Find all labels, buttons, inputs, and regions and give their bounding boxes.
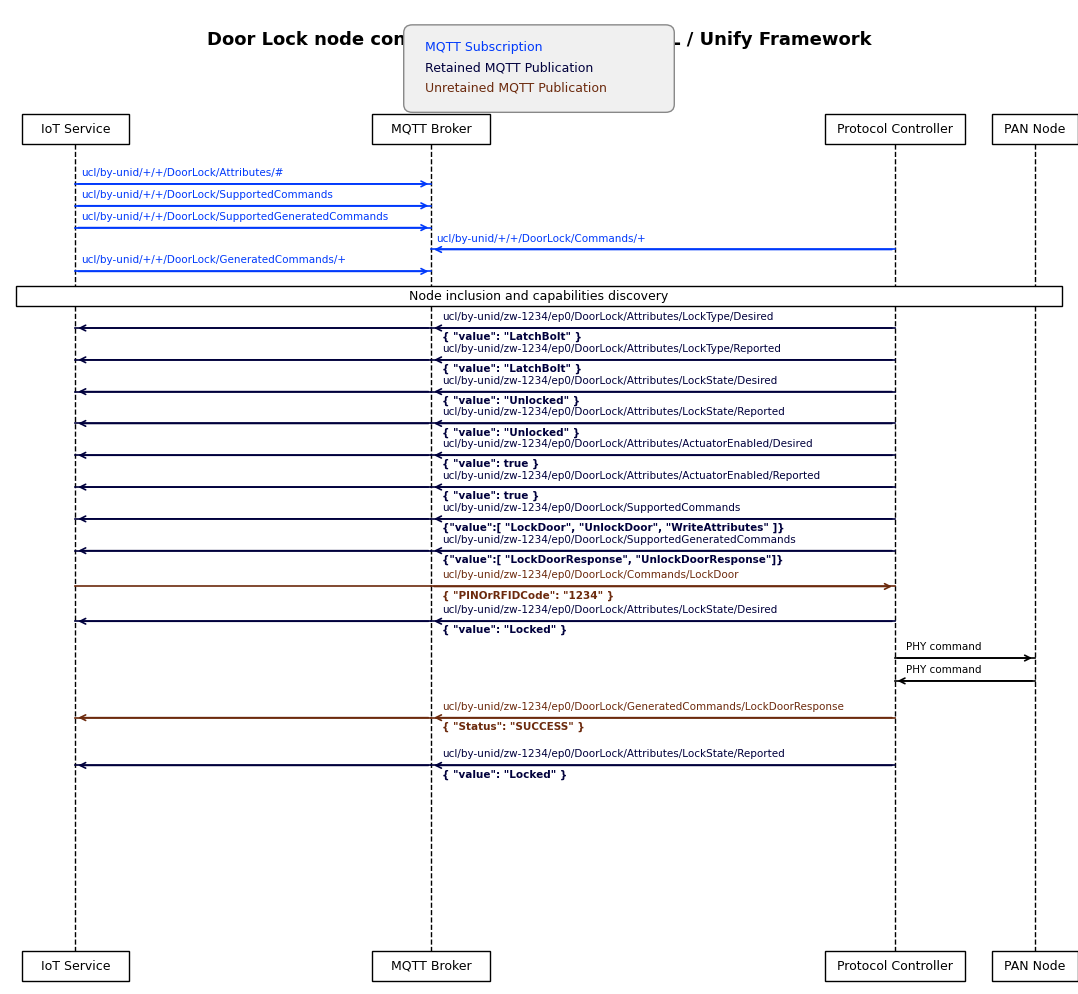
Text: ucl/by-unid/zw-1234/ep0/DoorLock/Attributes/LockType/Reported: ucl/by-unid/zw-1234/ep0/DoorLock/Attribu…: [442, 344, 780, 354]
Bar: [992, 114, 1078, 144]
Text: ucl/by-unid/+/+/DoorLock/SupportedGeneratedCommands: ucl/by-unid/+/+/DoorLock/SupportedGenera…: [81, 212, 388, 222]
Text: MQTT Subscription: MQTT Subscription: [425, 41, 542, 54]
Text: Protocol Controller: Protocol Controller: [837, 122, 953, 136]
Bar: [825, 951, 965, 981]
Text: IoT Service: IoT Service: [41, 959, 110, 973]
Text: Unretained MQTT Publication: Unretained MQTT Publication: [425, 82, 607, 94]
Text: MQTT Broker: MQTT Broker: [391, 959, 471, 973]
Text: { "value": true }: { "value": true }: [442, 459, 539, 469]
Text: { "value": "Locked" }: { "value": "Locked" }: [442, 625, 567, 635]
Bar: [825, 114, 965, 144]
Text: PHY command: PHY command: [906, 642, 981, 652]
Text: PHY command: PHY command: [906, 665, 981, 675]
Text: ucl/by-unid/zw-1234/ep0/DoorLock/GeneratedCommands/LockDoorResponse: ucl/by-unid/zw-1234/ep0/DoorLock/Generat…: [442, 702, 844, 712]
Text: PAN Node: PAN Node: [1005, 959, 1065, 973]
Text: Protocol Controller: Protocol Controller: [837, 959, 953, 973]
Text: { "value": "Locked" }: { "value": "Locked" }: [442, 769, 567, 779]
Text: PAN Node: PAN Node: [1005, 122, 1065, 136]
Text: Door Lock node control example using the UCL / Unify Framework: Door Lock node control example using the…: [207, 31, 871, 49]
Text: ucl/by-unid/zw-1234/ep0/DoorLock/Attributes/ActuatorEnabled/Desired: ucl/by-unid/zw-1234/ep0/DoorLock/Attribu…: [442, 439, 813, 449]
Text: ucl/by-unid/zw-1234/ep0/DoorLock/Attributes/ActuatorEnabled/Reported: ucl/by-unid/zw-1234/ep0/DoorLock/Attribu…: [442, 471, 820, 481]
Bar: [22, 114, 129, 144]
Text: { "value": "Unlocked" }: { "value": "Unlocked" }: [442, 396, 580, 406]
Text: { "value": true }: { "value": true }: [442, 491, 539, 501]
Text: Node inclusion and capabilities discovery: Node inclusion and capabilities discover…: [410, 289, 668, 303]
Bar: [16, 286, 1062, 306]
Bar: [372, 951, 490, 981]
Text: ucl/by-unid/zw-1234/ep0/DoorLock/Commands/LockDoor: ucl/by-unid/zw-1234/ep0/DoorLock/Command…: [442, 571, 738, 580]
Text: {"value":[ "LockDoor", "UnlockDoor", "WriteAttributes" ]}: {"value":[ "LockDoor", "UnlockDoor", "Wr…: [442, 523, 785, 533]
Text: { "value": "Unlocked" }: { "value": "Unlocked" }: [442, 427, 580, 437]
Text: IoT Service: IoT Service: [41, 122, 110, 136]
Text: {"value":[ "LockDoorResponse", "UnlockDoorResponse"]}: {"value":[ "LockDoorResponse", "UnlockDo…: [442, 555, 784, 565]
Text: ucl/by-unid/zw-1234/ep0/DoorLock/SupportedCommands: ucl/by-unid/zw-1234/ep0/DoorLock/Support…: [442, 503, 741, 513]
Text: { "Status": "SUCCESS" }: { "Status": "SUCCESS" }: [442, 722, 584, 732]
Text: ucl/by-unid/zw-1234/ep0/DoorLock/Attributes/LockState/Reported: ucl/by-unid/zw-1234/ep0/DoorLock/Attribu…: [442, 408, 785, 417]
Text: { "value": "LatchBolt" }: { "value": "LatchBolt" }: [442, 364, 582, 374]
Text: ucl/by-unid/zw-1234/ep0/DoorLock/Attributes/LockType/Desired: ucl/by-unid/zw-1234/ep0/DoorLock/Attribu…: [442, 312, 773, 322]
Text: ucl/by-unid/+/+/DoorLock/SupportedCommands: ucl/by-unid/+/+/DoorLock/SupportedComman…: [81, 190, 333, 200]
Text: ucl/by-unid/zw-1234/ep0/DoorLock/Attributes/LockState/Desired: ucl/by-unid/zw-1234/ep0/DoorLock/Attribu…: [442, 376, 777, 386]
Bar: [992, 951, 1078, 981]
Bar: [22, 951, 129, 981]
FancyBboxPatch shape: [403, 25, 675, 112]
Text: ucl/by-unid/+/+/DoorLock/Attributes/#: ucl/by-unid/+/+/DoorLock/Attributes/#: [81, 168, 284, 178]
Text: { "value": "LatchBolt" }: { "value": "LatchBolt" }: [442, 332, 582, 342]
Text: ucl/by-unid/zw-1234/ep0/DoorLock/Attributes/LockState/Desired: ucl/by-unid/zw-1234/ep0/DoorLock/Attribu…: [442, 605, 777, 615]
Text: ucl/by-unid/zw-1234/ep0/DoorLock/Attributes/LockState/Reported: ucl/by-unid/zw-1234/ep0/DoorLock/Attribu…: [442, 749, 785, 759]
Bar: [372, 114, 490, 144]
Text: Retained MQTT Publication: Retained MQTT Publication: [425, 61, 594, 75]
Text: MQTT Broker: MQTT Broker: [391, 122, 471, 136]
Text: ucl/by-unid/+/+/DoorLock/Commands/+: ucl/by-unid/+/+/DoorLock/Commands/+: [437, 234, 646, 244]
Text: ucl/by-unid/zw-1234/ep0/DoorLock/SupportedGeneratedCommands: ucl/by-unid/zw-1234/ep0/DoorLock/Support…: [442, 535, 796, 545]
Text: ucl/by-unid/+/+/DoorLock/GeneratedCommands/+: ucl/by-unid/+/+/DoorLock/GeneratedComman…: [81, 255, 346, 265]
Text: { "PINOrRFIDCode": "1234" }: { "PINOrRFIDCode": "1234" }: [442, 590, 614, 600]
